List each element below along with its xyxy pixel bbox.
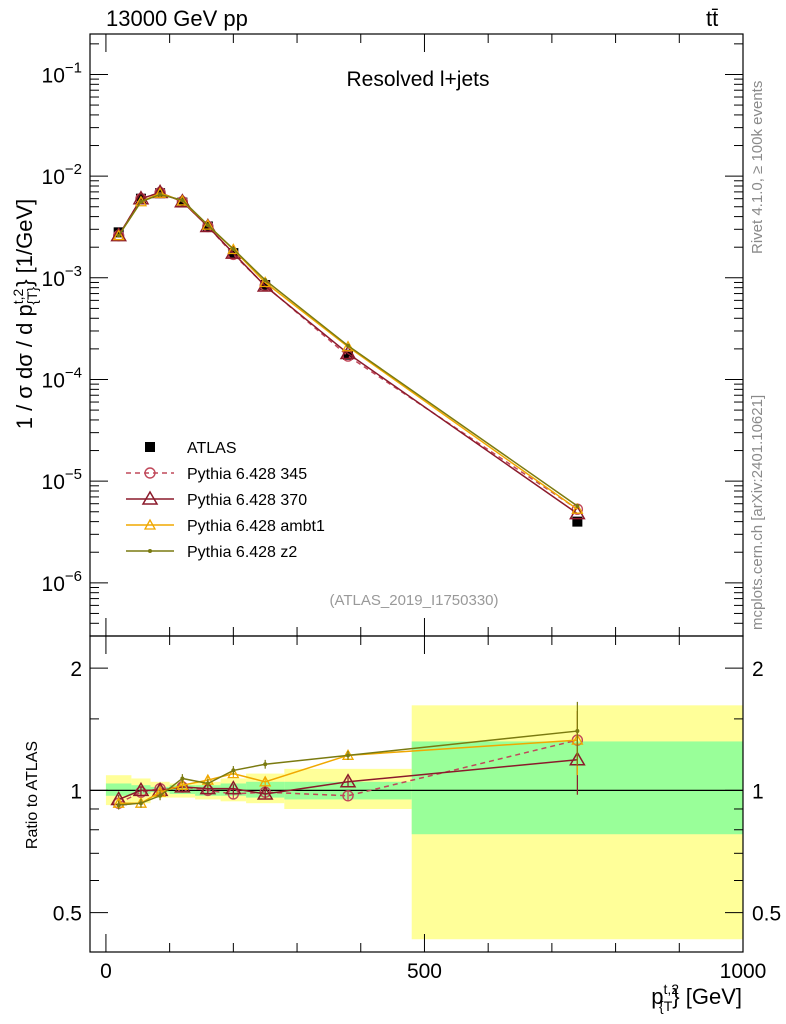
series-pythia-6-428-ambt1	[112, 186, 584, 514]
main-axes: 10−6 10−5 10−4 10−3 10−2 10−1	[42, 34, 744, 637]
ratio-bands	[90, 705, 743, 940]
data-point	[153, 186, 167, 198]
data-point	[343, 349, 354, 360]
ratio-point	[158, 793, 163, 798]
data-point	[113, 227, 124, 238]
ratio-point	[346, 753, 351, 758]
ratio-point	[138, 801, 143, 806]
data-point	[138, 199, 143, 204]
data-point	[112, 229, 125, 241]
data-point	[572, 516, 583, 527]
legend-item: Pythia 6.428 345	[126, 466, 307, 483]
mcplots-label: mcplots.cern.ch [arXiv:2401.10621]	[749, 395, 766, 630]
series-atlas	[113, 188, 583, 527]
main-ytick-label: 10−6	[42, 568, 82, 596]
series-pythia-6-428-z2	[116, 192, 580, 508]
ratio-point	[227, 767, 240, 779]
ratio-ytick-label-right: 2	[752, 658, 764, 681]
ratio-point	[575, 729, 580, 734]
main-series-layer	[110, 184, 586, 527]
data-point	[341, 340, 355, 352]
data-point	[180, 198, 185, 203]
ratio-point	[263, 762, 268, 767]
data-point	[110, 227, 127, 242]
xtick-label: 0	[100, 960, 112, 983]
ratio-ytick-label: 1	[70, 780, 82, 803]
data-point	[174, 193, 191, 208]
stat-uncertainty-band	[105, 783, 132, 796]
ratio-point	[180, 776, 185, 781]
legend-marker	[141, 490, 159, 505]
main-title: Resolved l+jets	[347, 68, 490, 91]
legend-item: Pythia 6.428 ambt1	[126, 518, 325, 535]
main-panel: 10−6 10−5 10−4 10−3 10−2 10−1 Resolved l+jets…	[10, 33, 744, 637]
xtick-label: 500	[407, 960, 442, 983]
ratio-ytick-label-right: 1	[752, 780, 764, 803]
legend-marker	[148, 549, 152, 553]
data-point	[116, 233, 121, 238]
main-ytick-label: 10−5	[42, 466, 82, 494]
legend-label: Pythia 6.428 345	[187, 466, 307, 483]
legend-label: Pythia 6.428 z2	[187, 544, 297, 561]
data-point	[346, 343, 351, 348]
data-point	[263, 278, 268, 283]
legend: ATLAS Pythia 6.428 345 Pythia 6.428 370 Pyt…	[126, 440, 325, 561]
data-point	[339, 345, 357, 360]
ratio-point	[116, 803, 121, 808]
process-label: tt̄	[706, 6, 718, 31]
ratio-ytick-label-right: 0.5	[752, 903, 781, 926]
ratio-point	[231, 768, 236, 773]
data-point	[571, 502, 584, 514]
legend-marker	[145, 442, 155, 452]
legend-item: Pythia 6.428 z2	[126, 544, 297, 561]
ratio-point	[176, 778, 189, 790]
ratio-ytick-label: 2	[70, 658, 82, 681]
legend-label: ATLAS	[187, 440, 237, 457]
analysis-id: (ATLAS_2019_I1750330)	[329, 592, 498, 609]
ratio-point	[225, 780, 242, 795]
ratio-point	[256, 785, 274, 800]
data-point	[575, 503, 580, 508]
ratio-point	[205, 781, 210, 786]
energy-label: 13000 GeV pp	[106, 6, 248, 31]
legend-marker	[143, 518, 157, 530]
data-point	[176, 194, 189, 206]
ratio-point	[132, 781, 150, 797]
legend-label: Pythia 6.428 ambt1	[187, 518, 325, 535]
rivet-label: Rivet 4.1.0, ≥ 100k events	[749, 81, 766, 254]
x-axis-label: pt,2 {T} [GeV]	[651, 981, 742, 1014]
main-ytick-label: 10−3	[42, 263, 82, 291]
ratio-panel: 0.5 0.5 1 1 2 2 0 500 1000 Ratio to ATLAS pt,2 {T…	[24, 635, 781, 1014]
data-point	[201, 218, 214, 230]
data-point	[231, 247, 236, 252]
data-point	[227, 243, 240, 255]
svg-text:1 / σ dσ / d pt,2{T}} [1/GeV]: 1 / σ dσ / d pt,2{T}} [1/GeV]	[10, 199, 40, 430]
legend-item: ATLAS	[145, 440, 237, 457]
y-axis-label-main: 1 / σ dσ / d pt,2{T}} [1/GeV]	[10, 199, 40, 430]
ratio-axes: 0.5 0.5 1 1 2 2 0 500 1000	[53, 636, 781, 983]
main-ytick-label: 10−4	[42, 364, 82, 392]
ratio-point	[339, 773, 357, 788]
ratio-series-pythia-6-428-z2	[116, 701, 580, 810]
legend-marker	[144, 467, 156, 479]
legend-item: Pythia 6.428 370	[126, 490, 307, 509]
ratio-frame	[89, 635, 744, 953]
ratio-point	[342, 790, 354, 802]
legend-label: Pythia 6.428 370	[187, 492, 307, 509]
data-point	[205, 223, 210, 228]
xtick-label: 1000	[720, 960, 767, 983]
data-point	[158, 192, 163, 197]
ratio-series-layer	[110, 701, 586, 810]
y-axis-label-ratio: Ratio to ATLAS	[24, 741, 41, 849]
main-ytick-label: 10−1	[42, 59, 82, 87]
ratio-point	[199, 780, 217, 795]
ratio-point	[259, 775, 272, 787]
ratio-ytick-label: 0.5	[53, 903, 82, 926]
main-ytick-label: 10−2	[42, 161, 82, 189]
